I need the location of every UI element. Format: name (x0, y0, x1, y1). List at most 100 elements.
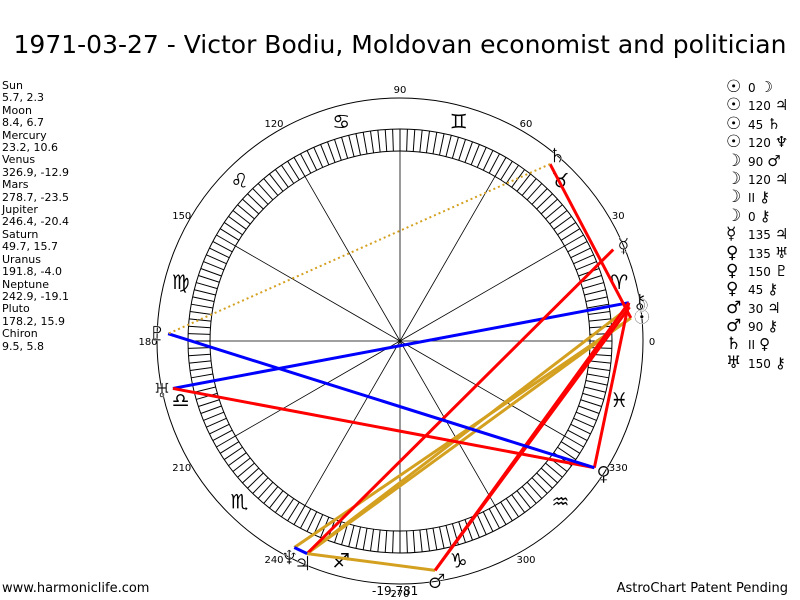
zodiac-libra-icon: ♎ (172, 388, 190, 412)
aspect-planet-b: ♅ (774, 243, 789, 262)
degree-tick (488, 508, 500, 529)
aspect-line-venus-chiron (592, 302, 631, 469)
degree-tick (488, 153, 500, 174)
aspect-value: 45 (748, 283, 764, 298)
aspect-line-venus-uranus (172, 386, 595, 470)
degree-tick (293, 157, 306, 177)
website-link[interactable]: www.harmoniclife.com (2, 581, 150, 596)
aspect-value: 150 (748, 356, 771, 371)
degree-tick (406, 129, 408, 152)
degree-tick (392, 129, 394, 152)
aspect-row: ☉ 120 ♃ (726, 96, 788, 115)
aspect-row: ♂ 30 ♃ (726, 298, 788, 317)
degree-tick (540, 198, 558, 215)
degree-tick (188, 325, 211, 329)
degree-label: 150 (172, 211, 191, 222)
degree-tick (287, 160, 300, 181)
aspect-value: 135 (748, 246, 771, 261)
degree-tick (516, 173, 531, 192)
degree-tick (306, 150, 318, 171)
aspect-value: 135 (748, 228, 771, 243)
zodiac-scorpio-icon: ♏ (231, 490, 249, 514)
degree-tick (573, 417, 594, 428)
aspect-line-mars-chiron (433, 301, 631, 572)
aspect-value: 0 (748, 81, 756, 95)
degree-tick (505, 164, 519, 184)
degree-tick (482, 511, 494, 532)
degree-tick (232, 457, 251, 472)
degree-tick (198, 399, 220, 407)
degree-tick (531, 188, 548, 205)
degree-tick (306, 511, 318, 532)
zodiac-leo-icon: ♌ (231, 168, 249, 192)
aspect-planet-a: ☽ (726, 168, 742, 189)
degree-label: 90 (394, 85, 407, 96)
planet-jupiter-icon: ♃ (294, 552, 312, 576)
degree-tick (482, 150, 494, 171)
degree-tick (425, 529, 430, 552)
degree-tick (196, 282, 218, 290)
aspect-value: 90 (748, 320, 764, 335)
degree-tick (567, 429, 588, 441)
degree-tick (293, 505, 306, 525)
zodiac-cancer-icon: ♋ (332, 110, 350, 134)
degree-tick (287, 501, 300, 522)
degree-tick (219, 228, 240, 241)
degree-tick (203, 411, 225, 421)
aspect-value: 45 (748, 117, 764, 132)
aspect-planet-a: ♂ (726, 316, 742, 337)
degree-tick (188, 333, 211, 335)
aspect-row: ☽ 120 ♃ (726, 168, 788, 189)
degree-tick (500, 160, 513, 181)
aspect-row: ☽ 90 ♂ (726, 151, 788, 170)
aspect-value: 30 (748, 301, 764, 316)
house-spoke (399, 340, 496, 506)
degree-tick (564, 234, 584, 247)
degree-tick (392, 530, 394, 553)
position-coords: 191.8, -4.0 (2, 265, 62, 279)
degree-tick (247, 472, 264, 489)
position-name: Chiron (2, 327, 38, 341)
aspect-line-uranus-chiron (172, 301, 630, 390)
aspect-row: ♂ 90 ⚷ (726, 316, 788, 337)
degree-tick (540, 467, 558, 484)
degree-tick (521, 486, 537, 504)
degree-tick (362, 528, 368, 550)
outer-ring (156, 97, 644, 585)
degree-tick (269, 173, 284, 192)
aspect-row: ☿ 135 ♃ (726, 225, 788, 244)
degree-label: 240 (264, 555, 283, 566)
degree-tick (200, 405, 222, 414)
degree-tick (505, 498, 519, 518)
degree-tick (575, 261, 597, 271)
degree-tick (557, 222, 577, 236)
degree-label: 180 (138, 337, 157, 348)
aspect-line-moon-jupiter (306, 305, 631, 555)
degree-tick (445, 525, 452, 547)
degree-tick (458, 139, 466, 161)
degree-tick (188, 353, 211, 357)
aspect-planet-b: ⚷ (767, 280, 779, 299)
house-spoke (399, 340, 565, 437)
aspect-value: II (748, 338, 756, 353)
degree-tick (188, 347, 211, 349)
planet-chiron-icon: ⚷ (632, 289, 647, 313)
position-name: Saturn (2, 227, 39, 241)
degree-tick (189, 311, 212, 316)
degree-tick (269, 490, 284, 509)
degree-tick (194, 386, 216, 393)
aspect-row: ♀ 150 ♇ (726, 261, 789, 280)
zodiac-aquarius-icon: ♒ (552, 490, 570, 514)
aspect-planet-b: ☽ (759, 78, 774, 96)
degree-label: 270 (390, 589, 409, 600)
degree-tick (439, 526, 445, 549)
degree-tick (494, 505, 507, 525)
position-coords: 326.9, -12.9 (2, 165, 69, 179)
degree-tick (203, 261, 225, 271)
degree-label: 210 (172, 463, 191, 474)
aspect-planet-b: ♇ (774, 261, 789, 280)
house-spoke (399, 245, 565, 342)
degree-tick (216, 435, 236, 448)
degree-tick (578, 405, 600, 414)
zodiac-pisces-icon: ♓ (610, 388, 628, 412)
